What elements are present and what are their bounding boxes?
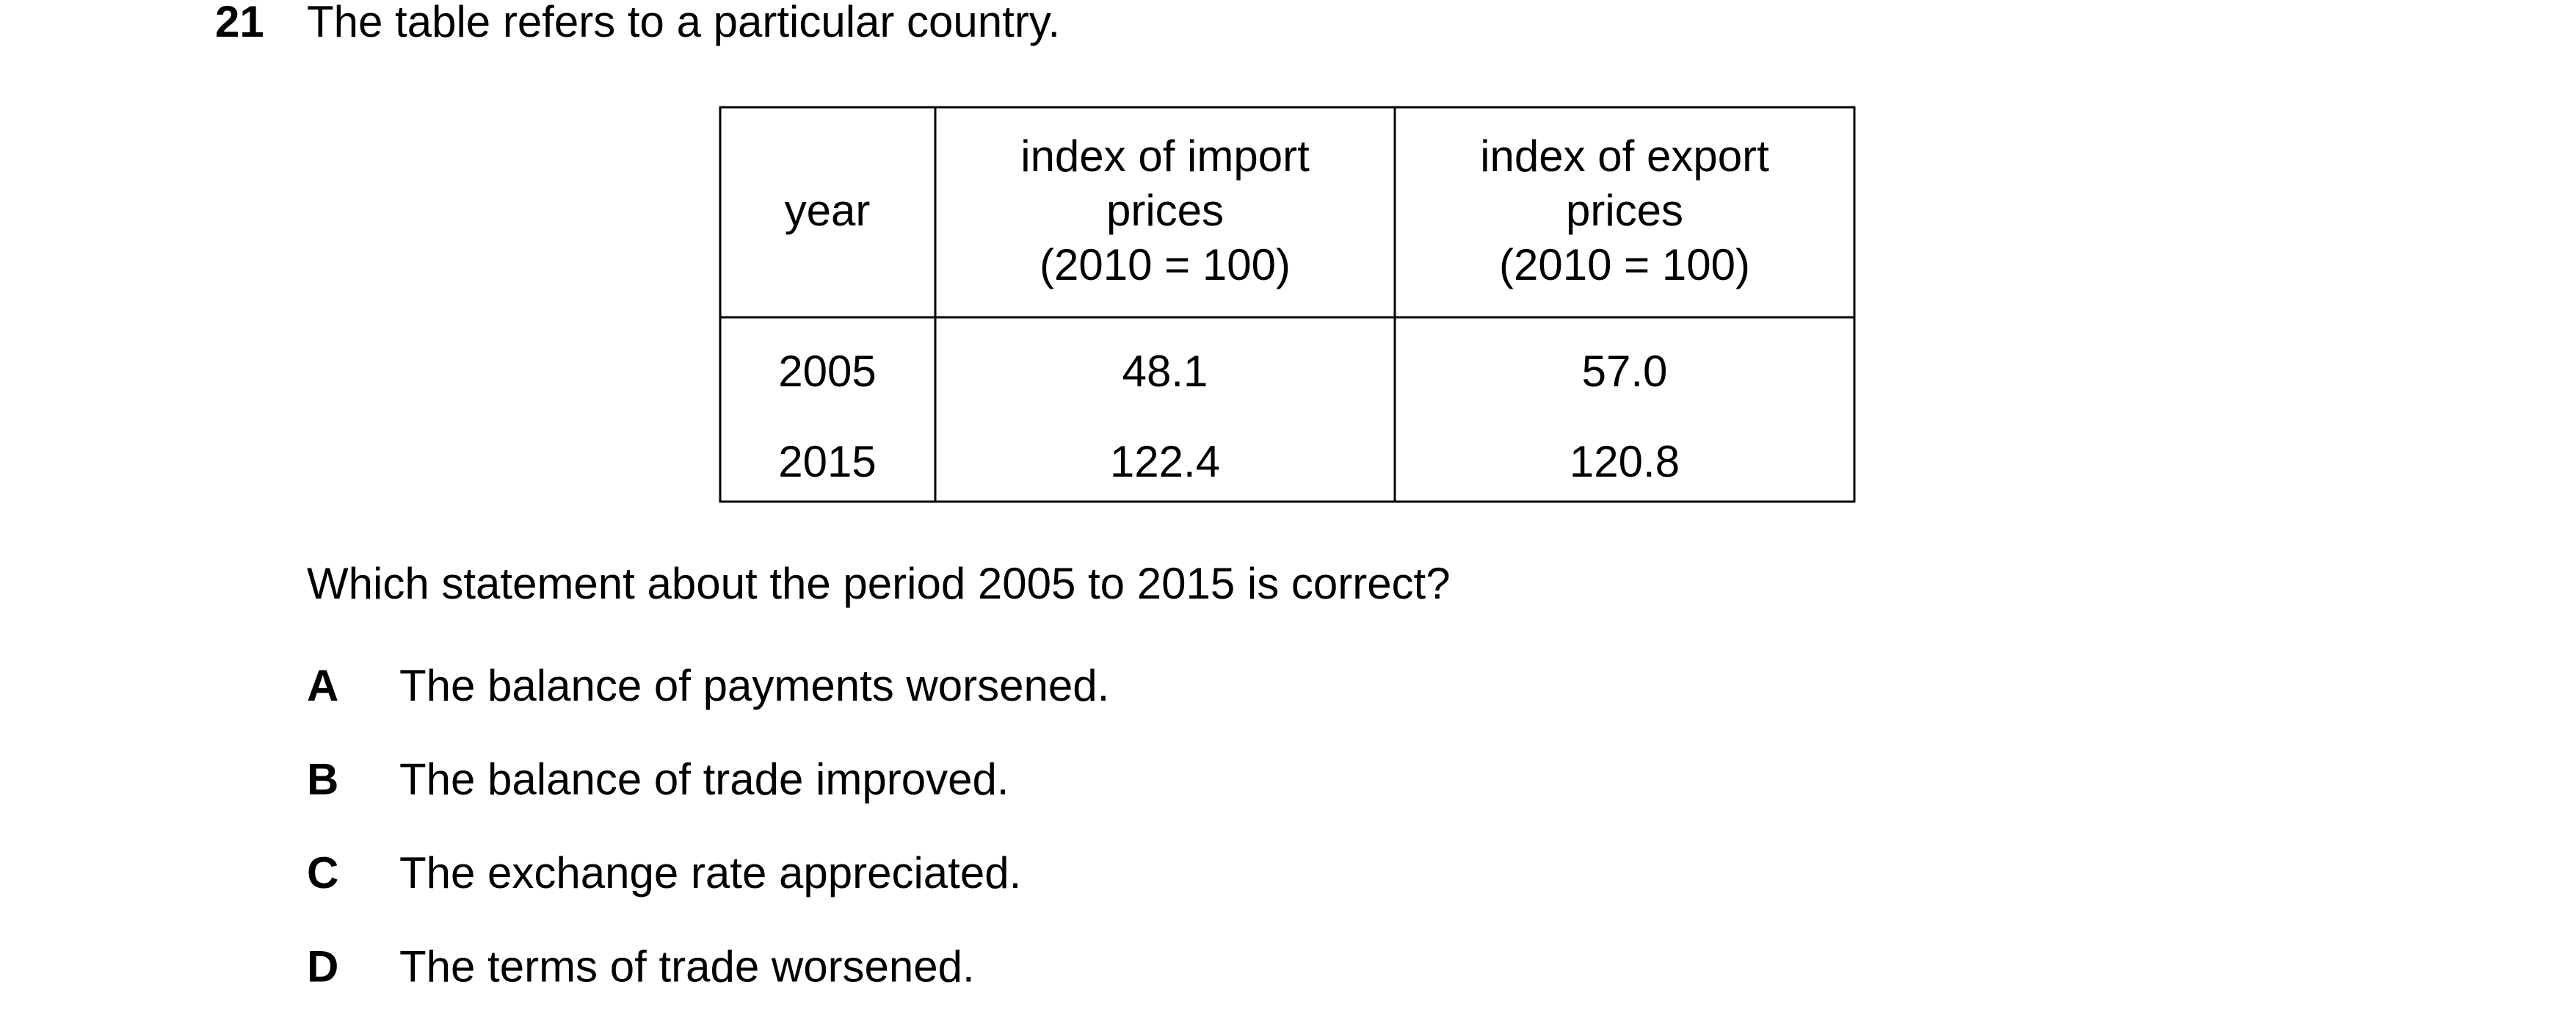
header-cell: (2010 = 100) bbox=[1499, 240, 1750, 289]
option-letter: D bbox=[307, 942, 338, 991]
table-cell: 2005 bbox=[778, 347, 876, 396]
table-cell: 120.8 bbox=[1570, 437, 1680, 486]
option-text: The exchange rate appreciated. bbox=[399, 848, 1021, 897]
option-text: The balance of payments worsened. bbox=[399, 661, 1109, 710]
question-number: 21 bbox=[215, 0, 264, 46]
header-cell: prices bbox=[1106, 186, 1224, 235]
header-cell: year bbox=[785, 186, 871, 235]
option-text: The terms of trade worsened. bbox=[399, 942, 975, 991]
options: A The balance of payments worsened. B The b… bbox=[307, 661, 1109, 991]
option-letter: B bbox=[307, 754, 338, 803]
header-cell: index of export bbox=[1480, 131, 1769, 181]
question-stem: The table refers to a particular country… bbox=[307, 0, 1060, 46]
table-cell: 48.1 bbox=[1122, 347, 1208, 396]
table: year index of import prices (2010 = 100) ind… bbox=[778, 131, 1769, 486]
option-letter: C bbox=[307, 848, 338, 897]
question-prompt: Which statement about the period 2005 to… bbox=[307, 559, 1451, 608]
header-cell: index of import bbox=[1020, 131, 1310, 181]
option-text: The balance of trade improved. bbox=[399, 754, 1009, 803]
table-cell: 2015 bbox=[778, 437, 876, 486]
table-cell: 57.0 bbox=[1582, 347, 1668, 396]
header-cell: (2010 = 100) bbox=[1040, 240, 1291, 289]
header-cell: prices bbox=[1566, 186, 1683, 235]
table-frame bbox=[719, 106, 1856, 503]
table-cell: 122.4 bbox=[1110, 437, 1220, 486]
option-letter: A bbox=[307, 661, 338, 710]
